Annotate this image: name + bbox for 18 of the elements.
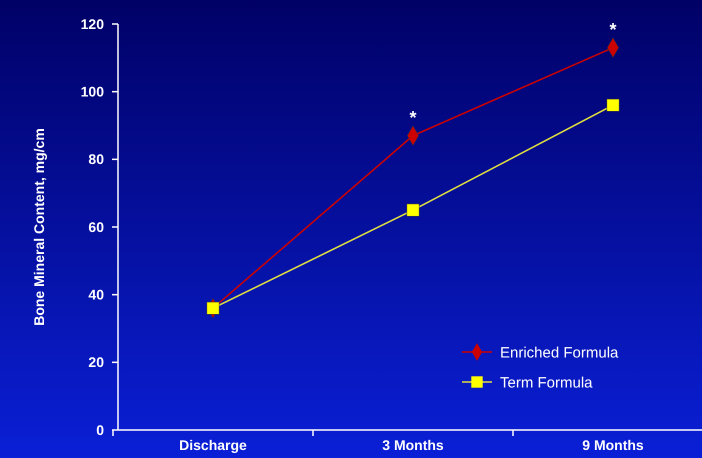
y-tick-label: 120 [80, 16, 104, 32]
y-tick-label: 60 [88, 218, 104, 235]
y-axis-title: Bone Mineral Content, mg/cm [31, 128, 47, 326]
point [206, 302, 220, 315]
legend-label: Term Formula [500, 374, 594, 392]
y-tick-label: 40 [88, 286, 104, 303]
annotation: * [409, 108, 417, 128]
y-tick-label: 80 [88, 151, 104, 168]
y-tick-label: 100 [80, 84, 104, 100]
point [606, 98, 620, 112]
annotation: * [609, 20, 617, 40]
y-tick-label: 0 [96, 422, 104, 438]
x-tick-label: Discharge [179, 437, 248, 453]
x-tick-label: 9 Months [582, 437, 644, 453]
x-tick-label: 3 Months [382, 437, 444, 453]
legend-label: Enriched Formula [500, 344, 620, 362]
point [406, 204, 420, 216]
y-tick-label: 20 [88, 354, 104, 370]
